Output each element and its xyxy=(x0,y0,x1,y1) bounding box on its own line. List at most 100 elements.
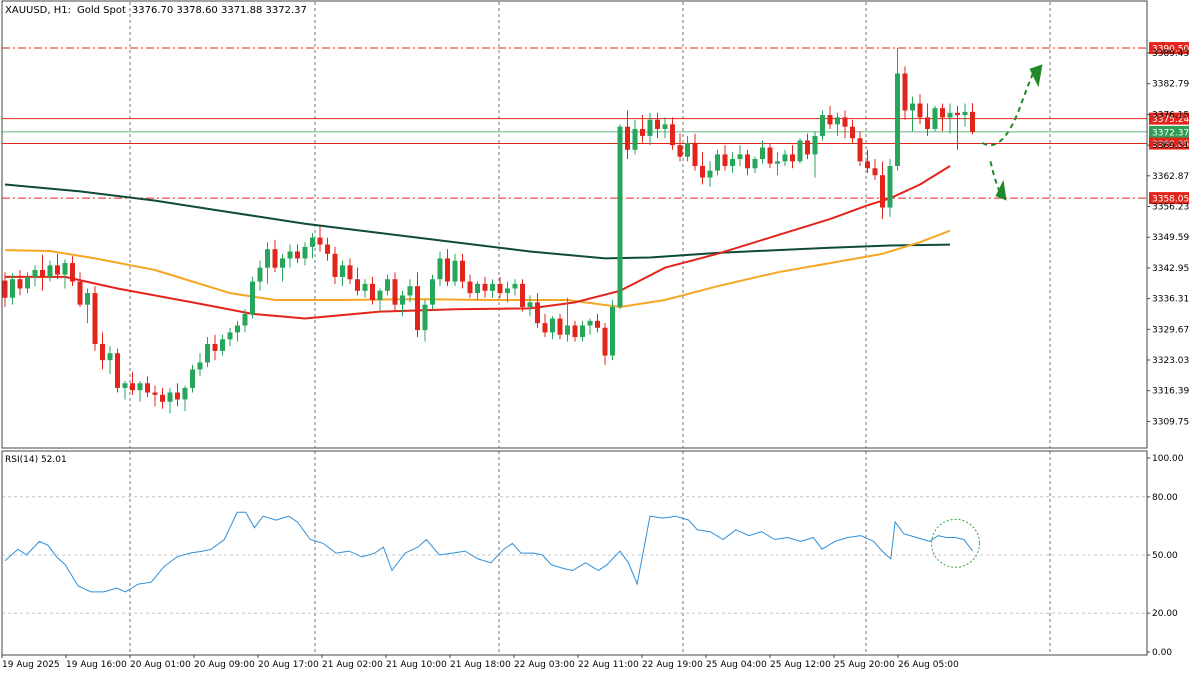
candle-body xyxy=(932,108,938,129)
price-level-tag xyxy=(1149,125,1189,138)
candle-body xyxy=(505,288,510,294)
candle-body xyxy=(227,332,233,340)
candle-body xyxy=(850,126,855,139)
y-tick-label: 3342.95 xyxy=(1152,264,1189,274)
candle-body xyxy=(302,246,308,259)
ma-slow-line xyxy=(4,183,951,260)
candle-body xyxy=(167,392,173,402)
candle-body xyxy=(77,281,83,305)
candle-body xyxy=(602,327,608,356)
candle-body xyxy=(25,276,30,289)
candle-body xyxy=(617,126,623,307)
main-panel-frame xyxy=(1,0,1148,449)
x-tick-label: 22 Aug 11:00 xyxy=(578,660,639,670)
price-level-label: 3390.50 xyxy=(1152,45,1189,55)
arrow-up-head xyxy=(1029,64,1043,88)
axes-layer: 19 Aug 2025 19 Aug 16:00 20 Aug 01:00 20 Au… xyxy=(1,0,1189,670)
candle-body xyxy=(595,320,600,328)
candle-body xyxy=(632,128,638,150)
candle-body xyxy=(445,258,450,282)
instrument-name: Gold Spot xyxy=(77,5,126,16)
candle-body xyxy=(430,279,435,305)
candle-body xyxy=(287,251,293,259)
candle-body xyxy=(730,159,735,166)
arrow-down xyxy=(989,161,1002,195)
candle-body xyxy=(670,124,675,146)
price-level-label: 3358.05 xyxy=(1152,195,1189,205)
y-tick-label: 3362.87 xyxy=(1152,172,1189,182)
price-level-label: 3372.37 xyxy=(1152,128,1189,138)
candle-body xyxy=(805,140,810,155)
rsi-panel-frame xyxy=(1,450,1148,656)
x-tick-label: 21 Aug 02:00 xyxy=(322,660,383,670)
y-tick-label: 3369.51 xyxy=(1152,141,1189,151)
candle-body xyxy=(250,281,255,314)
candle-body xyxy=(902,73,908,111)
candle-body xyxy=(880,175,885,208)
y-tick-label: 3389.43 xyxy=(1152,49,1189,59)
candle-body xyxy=(407,286,413,296)
candle-body xyxy=(40,269,45,277)
y-tick-label: 3336.31 xyxy=(1152,295,1189,305)
price-level-tag xyxy=(1149,42,1189,55)
x-tick-label: 26 Aug 05:00 xyxy=(898,660,959,670)
candle-body xyxy=(70,263,75,282)
candle-body xyxy=(122,383,128,388)
candle-body xyxy=(362,283,368,291)
candle-body xyxy=(220,339,225,351)
candle-body xyxy=(722,154,728,166)
price-level-label: 3369.85 xyxy=(1152,140,1189,150)
candle-body xyxy=(962,111,968,116)
rsi-tick-label: 50.00 xyxy=(1152,551,1178,561)
y-tick-label: 3316.39 xyxy=(1152,387,1189,397)
candle-body xyxy=(475,283,480,294)
candle-body xyxy=(332,253,338,277)
rsi-layer xyxy=(2,496,1147,614)
candle-body xyxy=(910,103,915,111)
candle-body xyxy=(685,142,690,157)
candle-body xyxy=(655,119,660,129)
x-tick-label: 19 Aug 16:00 xyxy=(66,660,127,670)
candle-body xyxy=(295,251,300,259)
y-tick-label: 3349.59 xyxy=(1152,233,1189,243)
price-levels-layer: 3390.50 3375.24 3372.37 3369.85 3358.05 xyxy=(2,42,1189,205)
candle-body xyxy=(887,165,893,208)
x-tick-label: 19 Aug 2025 xyxy=(2,660,60,670)
candle-body xyxy=(2,280,8,298)
candle-body xyxy=(490,283,495,291)
x-tick-label: 25 Aug 12:00 xyxy=(770,660,831,670)
candle-body xyxy=(512,283,518,289)
candle-body xyxy=(760,147,765,160)
candle-body xyxy=(542,323,548,333)
candle-body xyxy=(100,343,105,361)
candle-body xyxy=(752,159,758,169)
y-tick-label: 3323.03 xyxy=(1152,356,1189,366)
x-tick-label: 25 Aug 20:00 xyxy=(834,660,895,670)
candle-body xyxy=(347,265,353,280)
price-level-tag xyxy=(1149,192,1189,205)
candle-body xyxy=(940,108,945,118)
candle-body xyxy=(32,269,38,277)
candle-body xyxy=(115,353,120,388)
candle-body xyxy=(325,244,330,254)
candle-body xyxy=(272,249,278,268)
x-tick-label: 20 Aug 01:00 xyxy=(130,660,191,670)
price-level-label: 3375.24 xyxy=(1152,115,1189,125)
candle-body xyxy=(557,318,563,335)
candle-body xyxy=(610,306,615,356)
rsi-line xyxy=(4,511,973,593)
candle-body xyxy=(452,260,458,282)
candle-body xyxy=(587,320,593,326)
x-tick-label: 21 Aug 10:00 xyxy=(386,660,447,670)
candle-body xyxy=(865,161,870,169)
candle-body xyxy=(385,279,390,291)
candle-body xyxy=(92,293,98,344)
candle-body xyxy=(872,168,878,176)
candle-body xyxy=(737,154,743,160)
candle-body xyxy=(835,117,840,125)
symbol-label: XAUUSD, H1: xyxy=(5,5,71,16)
x-tick-label: 22 Aug 03:00 xyxy=(514,660,575,670)
candle-body xyxy=(925,117,930,129)
candle-body xyxy=(647,119,653,136)
candle-body xyxy=(242,313,248,326)
